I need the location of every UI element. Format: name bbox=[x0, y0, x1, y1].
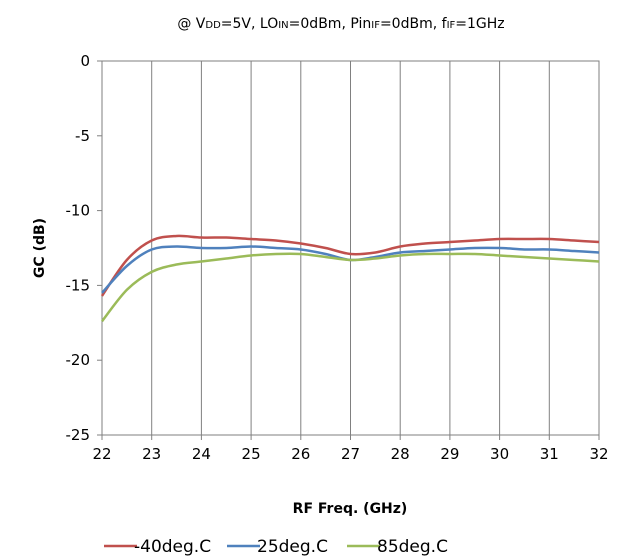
legend: -40deg.C 25deg.C 85deg.C bbox=[104, 537, 448, 557]
plot-area bbox=[101, 60, 600, 436]
x-tick-label: 22 bbox=[92, 445, 111, 463]
y-tick-labels: 0 -5 -10 -15 -20 -25 bbox=[66, 52, 91, 444]
y-tick-label: -20 bbox=[66, 351, 91, 369]
x-tick-label: 30 bbox=[490, 445, 509, 463]
legend-item: 85deg.C bbox=[347, 537, 448, 557]
series-line-0 bbox=[100, 234, 600, 297]
legend-label: 25deg.C bbox=[257, 537, 328, 557]
title-part-sub: IN bbox=[278, 20, 288, 31]
series-lines bbox=[100, 234, 600, 323]
title-part: =0dBm, Pin bbox=[289, 16, 372, 32]
y-tick-label: -25 bbox=[66, 426, 91, 444]
series-line-2 bbox=[101, 252, 600, 323]
legend-item: -40deg.C bbox=[104, 537, 211, 557]
chart-title: @ VDD=5V, LOIN=0dBm, PinIF=0dBm, fIF=1GH… bbox=[177, 16, 504, 32]
x-tick-label: 23 bbox=[142, 445, 161, 463]
x-tick-label: 25 bbox=[242, 445, 261, 463]
x-tick-label: 26 bbox=[291, 445, 310, 463]
legend-label: 85deg.C bbox=[377, 537, 448, 557]
title-part: =0dBm, f bbox=[380, 16, 448, 32]
legend-label: -40deg.C bbox=[134, 537, 211, 557]
x-tick-labels: 22 23 24 25 26 27 28 29 30 31 32 bbox=[92, 445, 608, 463]
y-tick-label: -10 bbox=[66, 202, 91, 220]
title-part: =1GHz bbox=[455, 16, 504, 32]
title-part-sub: IF bbox=[447, 20, 456, 31]
y-tick-label: -5 bbox=[75, 127, 90, 145]
x-tick-label: 31 bbox=[540, 445, 559, 463]
y-axis-title: GC (dB) bbox=[32, 218, 48, 278]
x-tick-label: 24 bbox=[192, 445, 211, 463]
legend-item: 25deg.C bbox=[227, 537, 328, 557]
y-tick-label: 0 bbox=[80, 52, 90, 70]
title-part-sub: IF bbox=[371, 20, 380, 31]
title-part: @ V bbox=[177, 16, 205, 32]
y-tick-label: -15 bbox=[66, 276, 91, 294]
title-part: =5V, LO bbox=[221, 16, 278, 32]
x-tick-label: 27 bbox=[341, 445, 360, 463]
x-tick-label: 28 bbox=[391, 445, 410, 463]
x-tick-label: 32 bbox=[589, 445, 608, 463]
x-tick-label: 29 bbox=[440, 445, 459, 463]
x-axis-title: RF Freq. (GHz) bbox=[293, 501, 408, 517]
title-part-sub: DD bbox=[205, 20, 221, 31]
